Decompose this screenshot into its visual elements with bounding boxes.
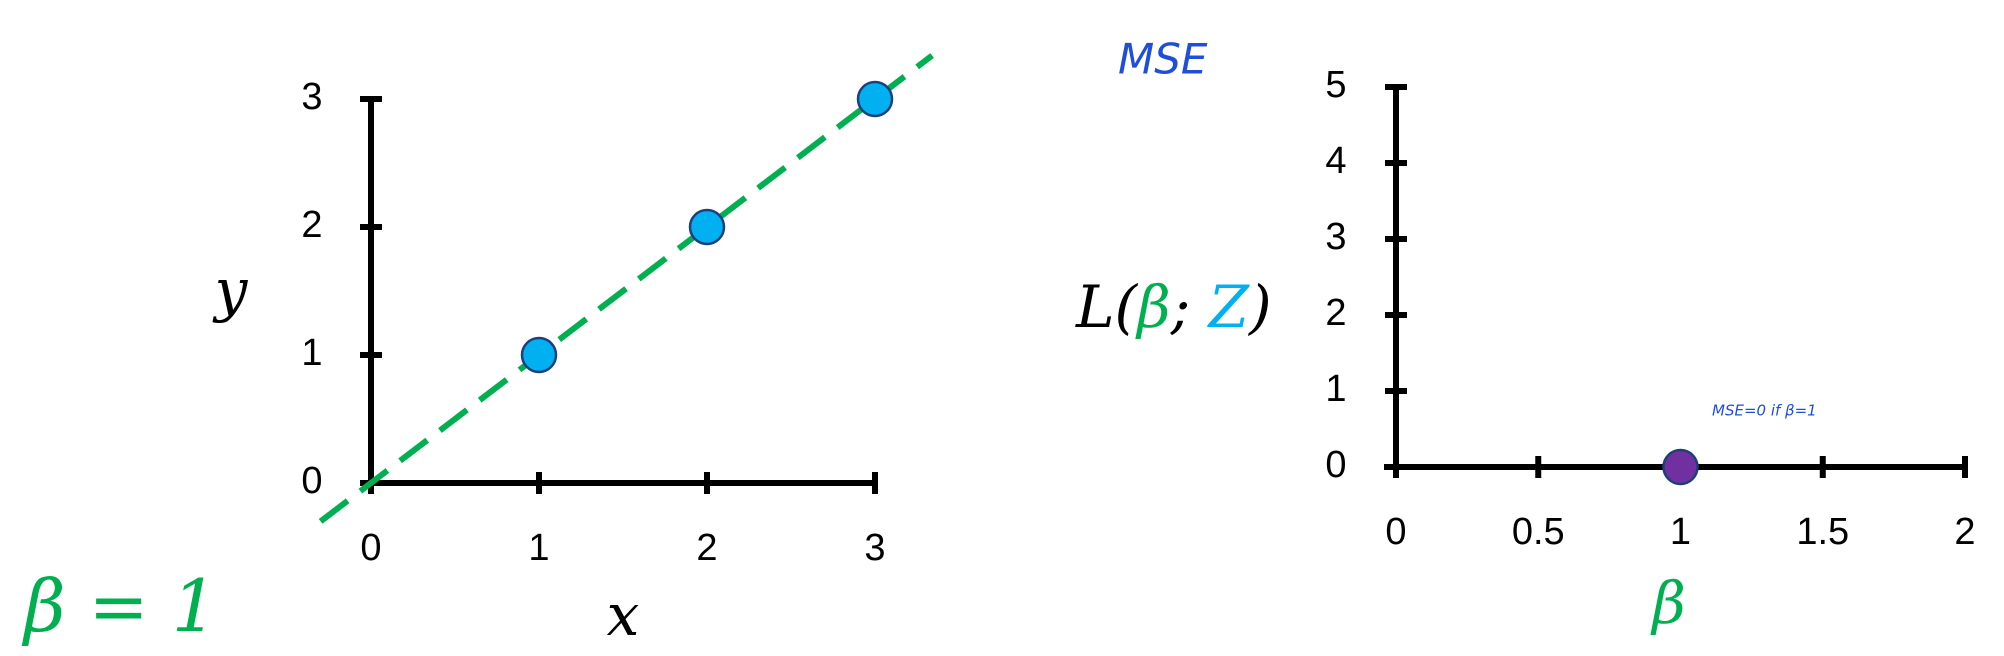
point	[856, 80, 894, 118]
annotation: MSE	[1118, 35, 1208, 84]
y-axis-label-part: β	[1135, 273, 1171, 341]
y-tick-label: 0	[301, 460, 322, 502]
x-axis-label: x	[607, 581, 640, 649]
y-tick-label: 4	[1325, 140, 1346, 182]
fit-line	[318, 53, 934, 524]
x-axis-label: β	[1650, 569, 1686, 637]
x-tick-label: 1	[528, 527, 549, 569]
point	[1662, 448, 1699, 486]
point	[688, 208, 726, 246]
y-axis-label-part: L(	[1075, 273, 1139, 341]
x-tick-label: 1	[1670, 511, 1691, 553]
y-axis-label-part: Z	[1207, 273, 1251, 341]
y-tick-label: 1	[1325, 368, 1346, 410]
x-tick-label: 0.5	[1512, 511, 1565, 553]
x-tick-label: 2	[696, 527, 717, 569]
annotation: MSE=0 if β=1	[1712, 402, 1817, 420]
x-tick-label: 3	[864, 527, 885, 569]
y-axis-label-part: )	[1247, 273, 1272, 341]
x-tick-label: 2	[1954, 511, 1975, 553]
x-tick-label: 1.5	[1796, 511, 1849, 553]
y-tick-label: 1	[301, 332, 322, 374]
x-tick-label: 0	[1385, 511, 1406, 553]
y-tick-label: 3	[301, 76, 322, 118]
x-tick-label: 0	[360, 527, 381, 569]
chart: 0 1 2 3 0 1 2 3 β = 1 x y	[21, 53, 934, 649]
y-tick-label: 2	[301, 204, 322, 246]
y-tick-label: 3	[1325, 216, 1346, 258]
y-tick-label: 5	[1325, 64, 1346, 106]
y-axis-label-part: ;	[1170, 273, 1209, 341]
y-axis-label: L(β; Z)	[1075, 273, 1272, 341]
fit-label: β = 1	[21, 564, 218, 648]
y-tick-label: 0	[1325, 444, 1346, 486]
y-axis-label: y	[212, 256, 249, 324]
point	[520, 336, 558, 374]
y-tick-label: 2	[1325, 292, 1346, 334]
